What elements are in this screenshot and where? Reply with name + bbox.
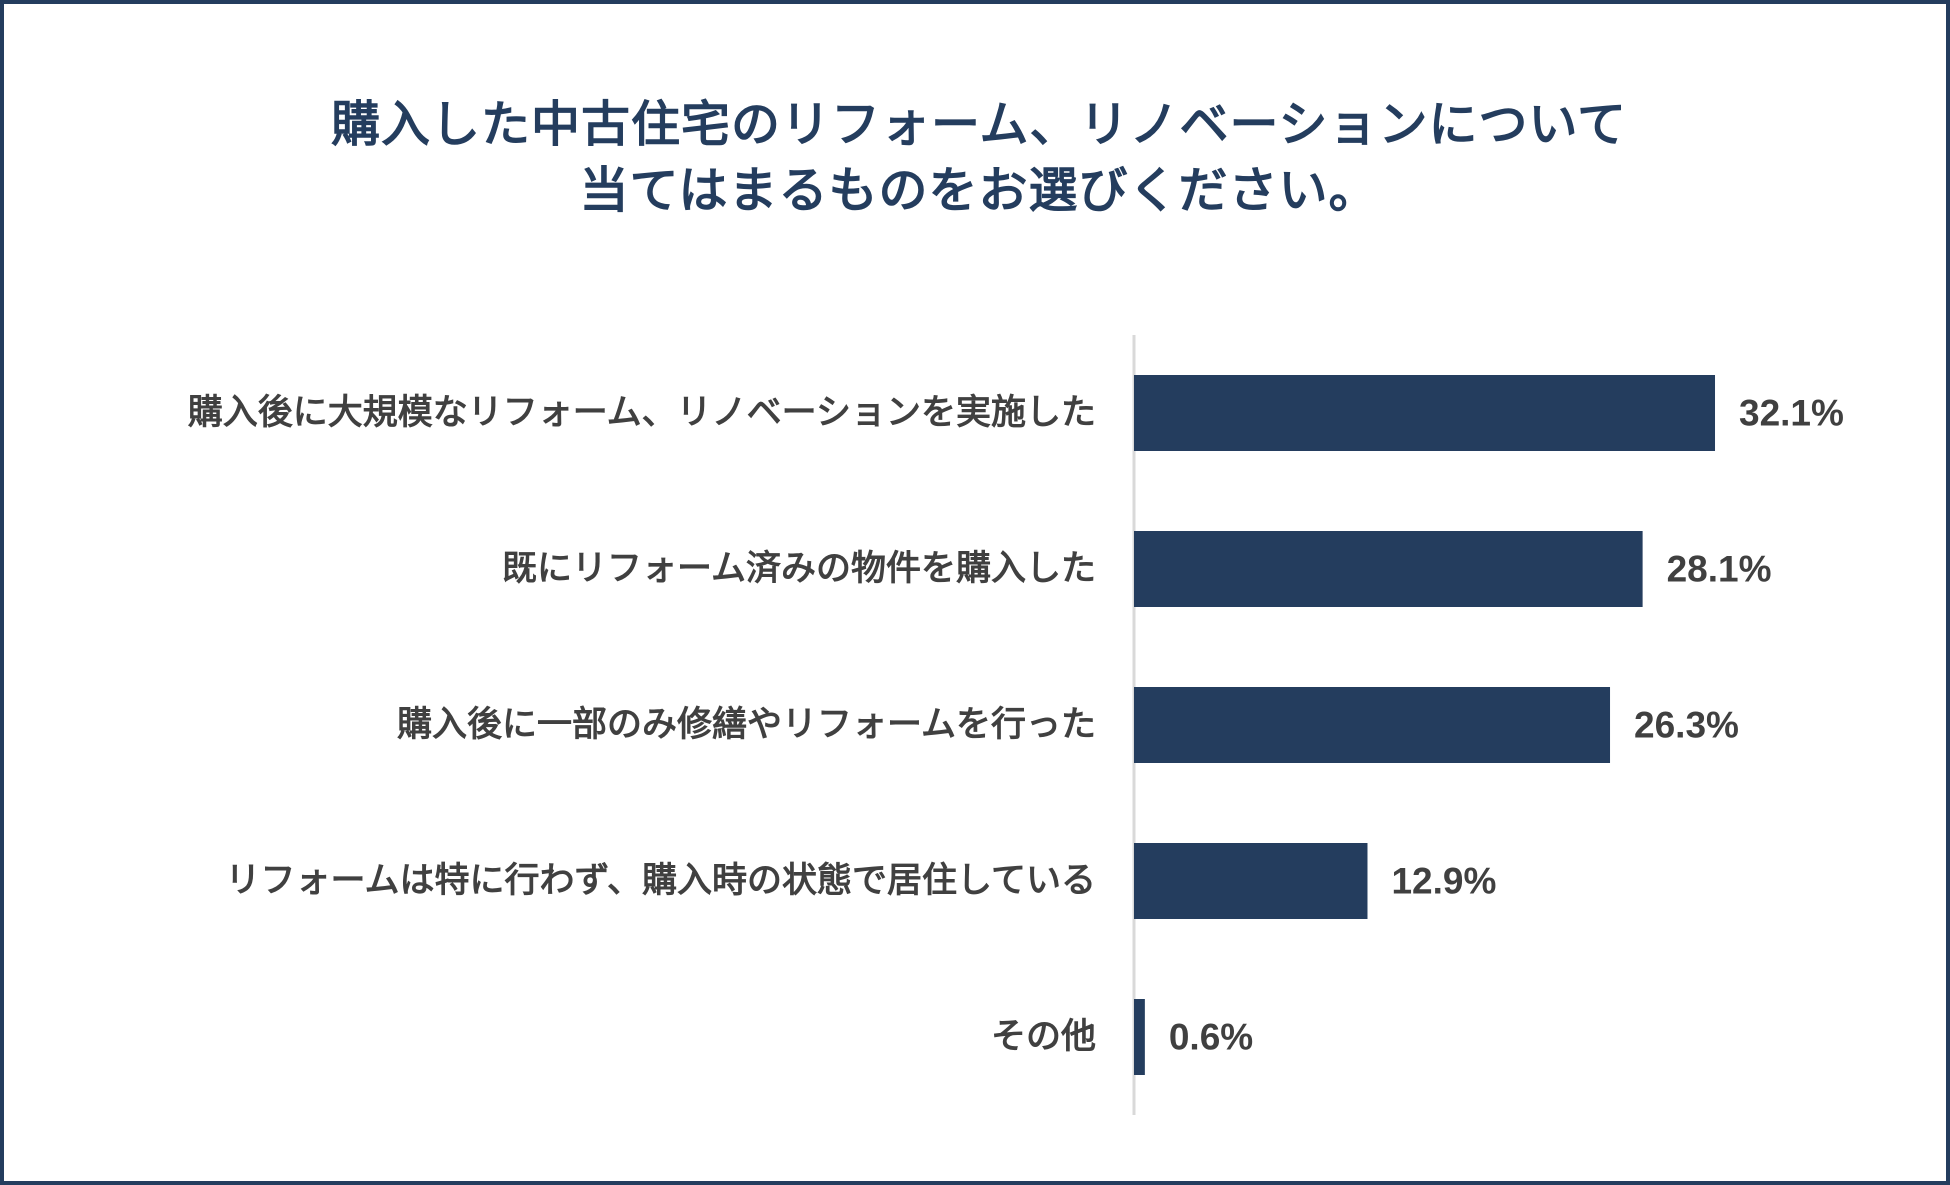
bar-2 — [1134, 531, 1643, 607]
value-label-3: 26.3% — [1634, 705, 1739, 746]
category-label-3: 購入後に一部のみ修繕やリフォームを行った — [397, 705, 1096, 745]
value-label-4: 12.9% — [1391, 861, 1496, 902]
bar-1 — [1134, 375, 1716, 451]
chart-title-line-1: 購入した中古住宅のリフォーム、リノベーションについて — [330, 96, 1628, 153]
value-label-2: 28.1% — [1667, 549, 1772, 590]
category-label-2: 既にリフォーム済みの物件を購入した — [502, 549, 1096, 589]
bar-3 — [1134, 687, 1611, 763]
category-label-5: その他 — [991, 1017, 1096, 1057]
chart-title-line-2: 当てはまるものをお選びください。 — [579, 162, 1379, 219]
category-label-4: リフォームは特に行わず、購入時の状態で居住している — [226, 861, 1096, 901]
value-label-5: 0.6% — [1169, 1017, 1253, 1058]
bar-5 — [1134, 999, 1145, 1075]
chart-title: 購入した中古住宅のリフォーム、リノベーションについて 当てはまるものをお選びくだ… — [4, 92, 1950, 224]
value-label-1: 32.1% — [1739, 393, 1844, 434]
bar-4 — [1134, 843, 1368, 919]
category-label-1: 購入後に大規模なリフォーム、リノベーションを実施した — [188, 393, 1096, 433]
